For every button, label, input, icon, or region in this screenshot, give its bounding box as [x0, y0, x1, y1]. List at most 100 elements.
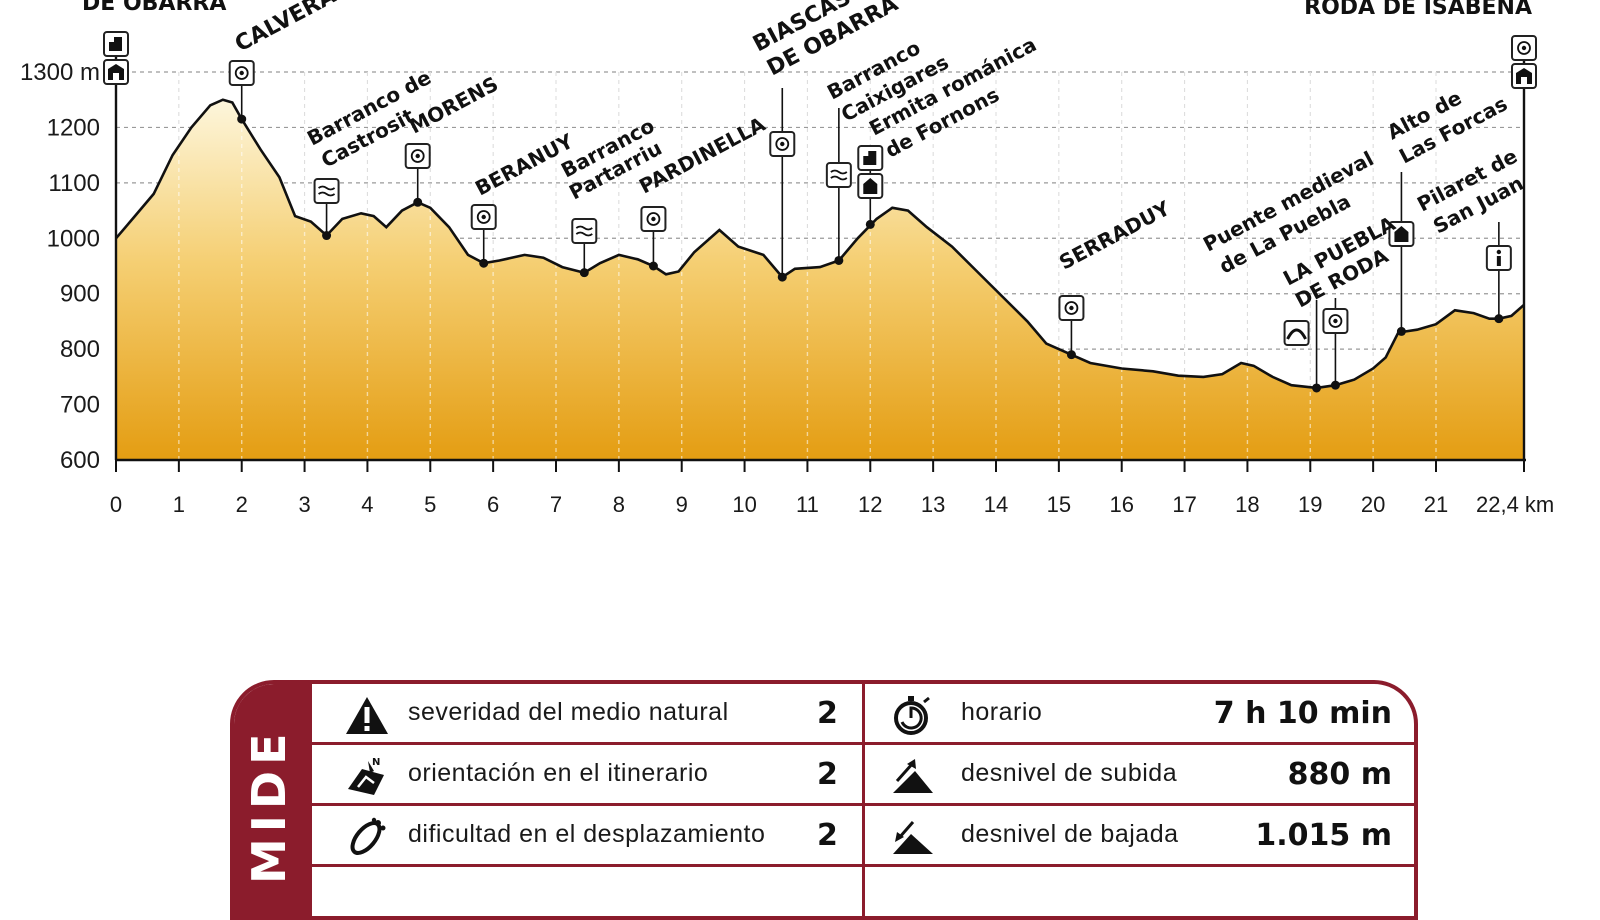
- building-icon: [108, 64, 124, 80]
- y-tick-label: 700: [60, 392, 100, 419]
- waypoint-dot: [1312, 383, 1322, 393]
- town-icon: [775, 137, 790, 151]
- y-tick-labels: 600 700 800 900 1000 1100 1200 1300 m: [20, 59, 100, 474]
- x-tick-label: 11: [796, 492, 819, 517]
- x-tick-label: 16: [1109, 492, 1133, 517]
- x-tick-label: 6: [487, 492, 499, 517]
- waypoint-icon: [470, 204, 497, 230]
- waypoint-icon: [1283, 320, 1310, 346]
- mide-row: desnivel de bajada 1.015 m: [865, 806, 1414, 867]
- waypoint-icon: [103, 31, 129, 57]
- y-tick-label: 900: [60, 281, 100, 308]
- stream-icon: [318, 185, 336, 197]
- waypoint-dot: [648, 261, 658, 271]
- waypoint-dot: [1396, 326, 1406, 336]
- ascent-icon: [893, 759, 933, 793]
- pillar-icon: [1496, 256, 1501, 266]
- building-icon: [1516, 68, 1532, 84]
- waypoint-dot: [322, 231, 332, 241]
- mide-value: 880 m: [1287, 757, 1392, 792]
- town-icon: [646, 212, 661, 226]
- x-tick-label: 1: [173, 492, 185, 517]
- waypoint-icon: [1511, 63, 1537, 89]
- y-tick-label: 600: [60, 447, 100, 474]
- bridge-icon: [1286, 328, 1307, 340]
- mide-row: horario 7 h 10 min: [865, 684, 1414, 745]
- x-tick-label: 21: [1424, 492, 1448, 517]
- icon-box: [825, 162, 852, 188]
- town-icon-dot: [481, 214, 486, 220]
- town-icon: [476, 210, 491, 224]
- mide-label: desnivel de subida: [961, 759, 1178, 787]
- mide-row: dificultad en el desplazamiento 2: [312, 806, 862, 867]
- town-icon: [1328, 314, 1343, 328]
- town-icon: [234, 66, 249, 80]
- x-tick-label: 3: [298, 492, 310, 517]
- label-roda: RODA DE ISÁBENA: [1304, 0, 1532, 20]
- x-tick-label: 8: [613, 492, 625, 517]
- mide-band: MIDE: [234, 684, 312, 916]
- x-tick-labels: 0 1 2 3 4 5 6 7 8 9 10 11 12 13 14 15 16 17 18 19 20 21 22,4 k…: [110, 492, 1554, 517]
- waypoint-dot: [865, 219, 875, 229]
- mide-value: 2: [817, 696, 838, 731]
- town-icon-dot: [1069, 305, 1074, 311]
- icon-box: [313, 178, 340, 204]
- x-tick-label: 14: [984, 492, 1008, 517]
- warning-icon: [346, 697, 388, 734]
- waypoint-icon: [857, 173, 884, 199]
- town-icon: [1064, 301, 1079, 315]
- compass-map-icon: N: [348, 757, 384, 795]
- waypoint-icon: [103, 59, 129, 85]
- mide-title: MIDE: [242, 727, 296, 885]
- waypoint-dot: [777, 272, 787, 282]
- axes: [114, 40, 1526, 472]
- mide-label: horario: [961, 698, 1043, 726]
- mide-value: 7 h 10 min: [1213, 696, 1392, 731]
- y-tick-label: 800: [60, 336, 100, 363]
- town-icon: [410, 149, 425, 163]
- y-tick-label: 1300 m: [20, 59, 100, 86]
- stream-icon: [830, 169, 848, 181]
- mide-row: desnivel de subida 880 m: [865, 745, 1414, 806]
- icon-box: [571, 218, 598, 244]
- waypoint-icon: [1322, 308, 1349, 334]
- mide-value: 1.015 m: [1255, 818, 1392, 853]
- mide-row: severidad del medio natural 2: [312, 684, 862, 745]
- town-icon-dot: [239, 70, 244, 76]
- town-icon-dot: [1333, 318, 1338, 324]
- waypoint-icon: [825, 162, 852, 188]
- town-icon-dot: [780, 141, 785, 147]
- waypoint-dot: [479, 258, 489, 268]
- waypoint-icon: [1058, 295, 1085, 321]
- x-tick-label: 15: [1047, 492, 1071, 517]
- parking-icon: [863, 151, 877, 165]
- waypoint-dot: [1066, 350, 1076, 360]
- x-tick-label: 17: [1172, 492, 1196, 517]
- town-icon-dot: [1521, 45, 1527, 51]
- waypoint-icon: [1485, 245, 1512, 271]
- y-tick-label: 1100: [48, 170, 100, 197]
- mide-value: 2: [817, 818, 838, 853]
- stopwatch-icon: [894, 696, 930, 735]
- label-obarra: DE OBARRA: [82, 0, 226, 16]
- x-tick-label: 12: [858, 492, 882, 517]
- town-icon-dot: [651, 216, 656, 222]
- icon-box: [1283, 320, 1310, 346]
- descent-icon: [893, 821, 933, 854]
- church-icon: [863, 178, 878, 194]
- x-tick-label: 9: [676, 492, 688, 517]
- waypoint-icon: [404, 143, 431, 169]
- x-tick-label: 5: [424, 492, 436, 517]
- y-tick-label: 1000: [47, 225, 100, 252]
- x-tick-label: 20: [1361, 492, 1385, 517]
- mide-label: orientación en el itinerario: [408, 759, 709, 787]
- footprint-icon: [350, 817, 386, 855]
- mide-label: desnivel de bajada: [961, 820, 1179, 848]
- label-serraduy: SERRADUY: [1055, 196, 1174, 275]
- mide-label: dificultad en el desplazamiento: [408, 820, 766, 848]
- column-separator: [862, 684, 865, 916]
- parking-icon: [109, 37, 122, 51]
- waypoint-icon: [1388, 221, 1415, 247]
- waypoint-icon: [228, 60, 255, 86]
- town-icon: [1517, 41, 1531, 55]
